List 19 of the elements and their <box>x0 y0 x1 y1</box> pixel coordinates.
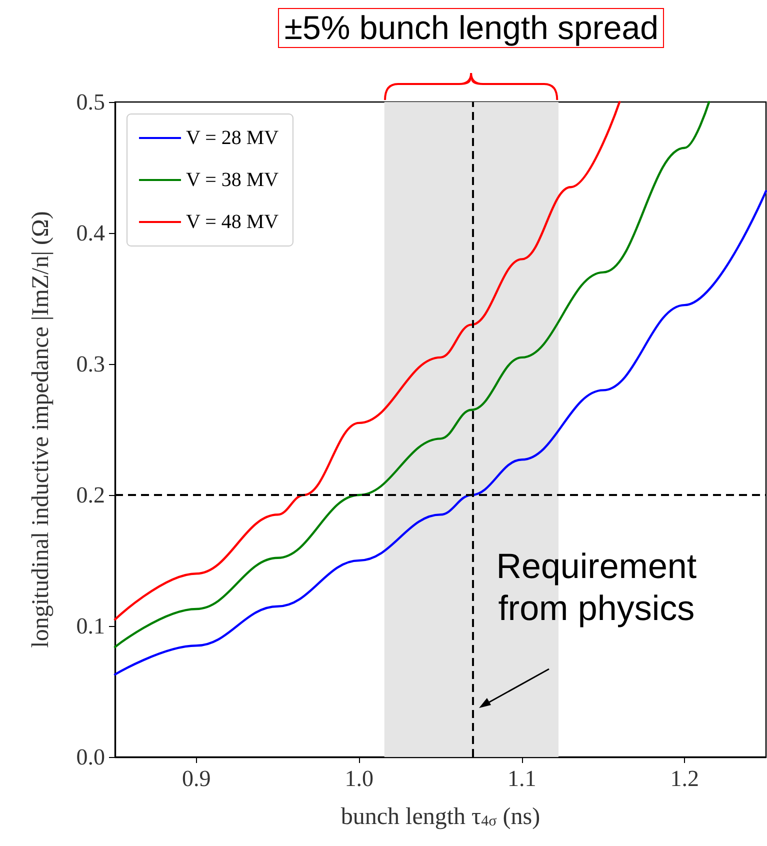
y-tick-label: 0.3 <box>76 352 105 376</box>
y-tick-label: 0.4 <box>76 220 106 246</box>
y-tick-label: 0.2 <box>76 482 105 508</box>
y-tick-label: 0.1 <box>76 614 105 638</box>
x-tick-label: 1.1 <box>508 766 536 791</box>
y-tick-label: 0.5 <box>76 90 105 114</box>
legend-label: V = 48 MV <box>186 211 280 233</box>
x-tick-label: 1.2 <box>670 766 699 791</box>
ref-line-label: Requirement from physics <box>495 546 698 630</box>
legend-label: V = 28 MV <box>186 127 280 149</box>
line-series <box>114 190 767 676</box>
band-label: ±5% bunch length spread <box>278 8 664 48</box>
legend-label: V = 38 MV <box>186 169 280 191</box>
y-tick-label: 0.0 <box>76 744 105 770</box>
y-axis-title: longitudinal inductive impedance |ImZ/n| (Ω) <box>28 211 54 648</box>
x-axis-title: bunch length τ4σ (ns) <box>340 804 540 830</box>
x-tick-label: 0.9 <box>182 766 211 791</box>
line-series <box>114 100 710 648</box>
x-tick-label: 1.0 <box>344 766 374 791</box>
